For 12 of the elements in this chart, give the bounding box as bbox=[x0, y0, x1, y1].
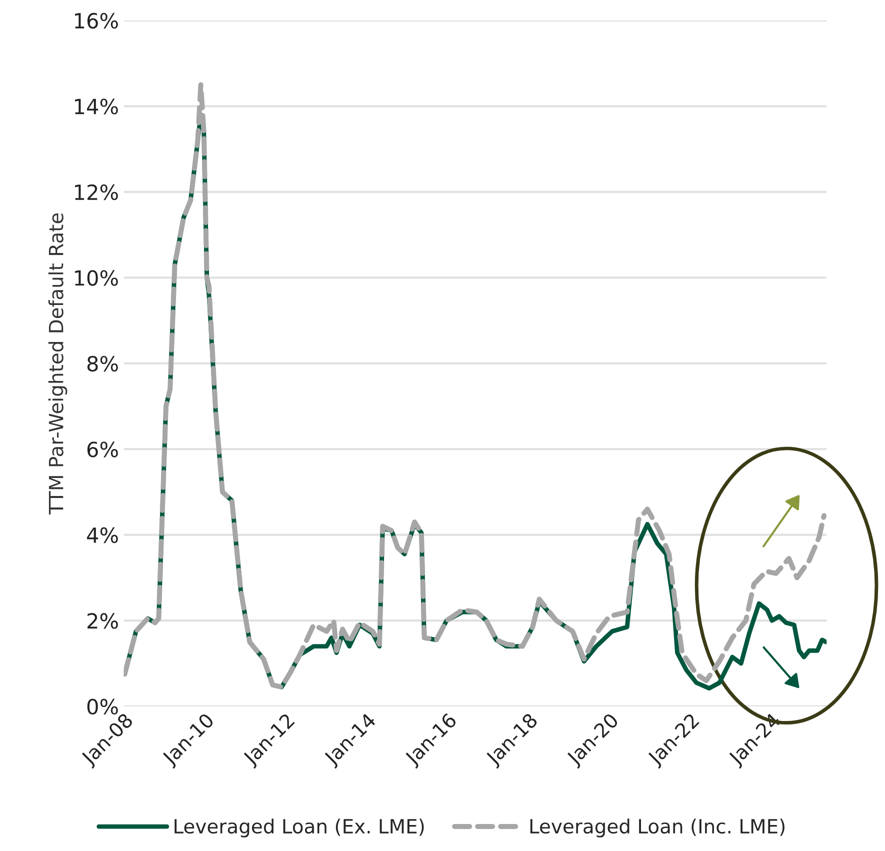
y-tick-label: 2% bbox=[88, 613, 118, 629]
y-tick-label: 10% bbox=[75, 270, 118, 286]
y-tick-label: 14% bbox=[75, 98, 118, 114]
y-tick-label: 8% bbox=[87, 356, 118, 372]
y-tick-label: 12% bbox=[75, 184, 118, 200]
y-tick-label: 0% bbox=[87, 698, 118, 715]
legend-label: Leveraged Loan (Inc. LME) bbox=[530, 818, 784, 838]
y-tick-label: 4% bbox=[87, 527, 118, 544]
legend-label: Leveraged Loan (Ex. LME) bbox=[174, 818, 424, 838]
y-tick-label: 16% bbox=[75, 12, 118, 29]
y-axis-title: TTM Par-Weighted Default Rate bbox=[48, 213, 68, 515]
y-tick-label: 6% bbox=[87, 442, 118, 458]
